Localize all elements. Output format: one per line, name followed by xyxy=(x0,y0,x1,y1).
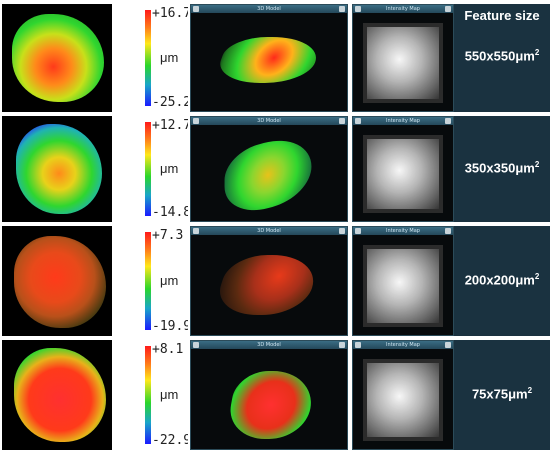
intensity-map-view xyxy=(353,125,453,221)
feature-size-cell: Feature size 550x550μm2 xyxy=(454,4,550,112)
window-menu-icon[interactable] xyxy=(193,228,199,234)
3d-model-window: 3D Model xyxy=(190,4,348,112)
intensity-map-view xyxy=(353,235,453,335)
intensity-map-window: Intensity Map xyxy=(352,4,454,112)
window-titlebar: Intensity Map xyxy=(353,341,453,349)
3d-model-view xyxy=(191,13,347,111)
intensity-image xyxy=(367,363,439,437)
feature-size-cell: 75x75μm2 xyxy=(454,340,550,450)
feature-size-header: Feature size xyxy=(464,8,540,23)
window-titlebar: Intensity Map xyxy=(353,117,453,125)
3d-model-view xyxy=(191,235,347,335)
scale-min-value: -22.9 xyxy=(152,433,188,448)
color-gradient-bar xyxy=(145,346,151,444)
feature-size-value: 350x350μm2 xyxy=(464,160,540,176)
window-titlebar: 3D Model xyxy=(191,341,347,349)
color-gradient-bar xyxy=(145,232,151,330)
window-menu-icon[interactable] xyxy=(193,6,199,12)
scale-min-value: -19.9 xyxy=(152,319,188,334)
scale-max-value: +12.7 xyxy=(152,118,188,133)
window-menu-icon[interactable] xyxy=(355,118,361,124)
3d-model-window: 3D Model xyxy=(190,226,348,336)
window-title: 3D Model xyxy=(257,118,281,124)
scale-max-value: +16.7 xyxy=(152,6,188,21)
scale-unit: μm xyxy=(160,50,179,65)
scale-max-value: +8.1 xyxy=(152,342,184,357)
window-titlebar: 3D Model xyxy=(191,227,347,235)
intensity-image xyxy=(367,139,439,209)
window-titlebar: Intensity Map xyxy=(353,227,453,235)
height-color-scale: +12.7 μm -14.8 xyxy=(112,116,188,222)
3d-model-view xyxy=(191,349,347,449)
color-gradient-bar xyxy=(145,122,151,216)
window-close-icon[interactable] xyxy=(339,6,345,12)
window-title: 3D Model xyxy=(257,342,281,348)
scale-unit: μm xyxy=(160,161,179,176)
height-map-image xyxy=(2,4,112,112)
window-close-icon[interactable] xyxy=(445,342,451,348)
feature-size-value: 75x75μm2 xyxy=(471,386,533,402)
window-close-icon[interactable] xyxy=(339,118,345,124)
scale-max-value: +7.3 xyxy=(152,228,184,243)
feature-size-value: 550x550μm2 xyxy=(464,48,540,64)
height-color-scale: +16.7 μm -25.2 xyxy=(112,4,188,112)
scale-unit: μm xyxy=(160,387,179,402)
intensity-map-view xyxy=(353,13,453,111)
window-menu-icon[interactable] xyxy=(355,342,361,348)
window-close-icon[interactable] xyxy=(445,6,451,12)
window-menu-icon[interactable] xyxy=(193,342,199,348)
window-menu-icon[interactable] xyxy=(355,228,361,234)
window-close-icon[interactable] xyxy=(445,228,451,234)
figure-row-2: +12.7 μm -14.8 3D Model Intensity Map 35… xyxy=(0,116,550,222)
3d-model-window: 3D Model xyxy=(190,116,348,222)
height-map-image xyxy=(2,116,112,222)
intensity-image xyxy=(367,249,439,323)
intensity-map-window: Intensity Map xyxy=(352,116,454,222)
figure-row-3: +7.3 μm -19.9 3D Model Intensity Map 200… xyxy=(0,226,550,336)
height-color-scale: +8.1 μm -22.9 xyxy=(112,340,188,450)
window-title: 3D Model xyxy=(257,228,281,234)
color-gradient-bar xyxy=(145,10,151,106)
window-title: Intensity Map xyxy=(386,228,420,234)
intensity-map-view xyxy=(353,349,453,449)
figure-row-1: +16.7 μm -25.2 3D Model Intensity Map Fe… xyxy=(0,4,550,112)
scale-unit: μm xyxy=(160,273,179,288)
window-title: Intensity Map xyxy=(386,6,420,12)
height-map-image xyxy=(2,340,112,450)
window-menu-icon[interactable] xyxy=(193,118,199,124)
window-close-icon[interactable] xyxy=(339,342,345,348)
scale-min-value: -25.2 xyxy=(152,95,188,110)
window-titlebar: 3D Model xyxy=(191,5,347,13)
window-title: Intensity Map xyxy=(386,342,420,348)
window-menu-icon[interactable] xyxy=(355,6,361,12)
window-close-icon[interactable] xyxy=(445,118,451,124)
window-title: Intensity Map xyxy=(386,118,420,124)
intensity-image xyxy=(367,27,439,99)
3d-model-view xyxy=(191,125,347,221)
height-color-scale: +7.3 μm -19.9 xyxy=(112,226,188,336)
window-titlebar: 3D Model xyxy=(191,117,347,125)
height-map-image xyxy=(2,226,112,336)
window-title: 3D Model xyxy=(257,6,281,12)
window-close-icon[interactable] xyxy=(339,228,345,234)
3d-model-window: 3D Model xyxy=(190,340,348,450)
intensity-map-window: Intensity Map xyxy=(352,340,454,450)
feature-size-cell: 200x200μm2 xyxy=(454,226,550,336)
feature-size-value: 200x200μm2 xyxy=(464,272,540,288)
scale-min-value: -14.8 xyxy=(152,205,188,220)
intensity-map-window: Intensity Map xyxy=(352,226,454,336)
feature-size-cell: 350x350μm2 xyxy=(454,116,550,222)
window-titlebar: Intensity Map xyxy=(353,5,453,13)
figure-row-4: +8.1 μm -22.9 3D Model Intensity Map 75x… xyxy=(0,340,550,450)
